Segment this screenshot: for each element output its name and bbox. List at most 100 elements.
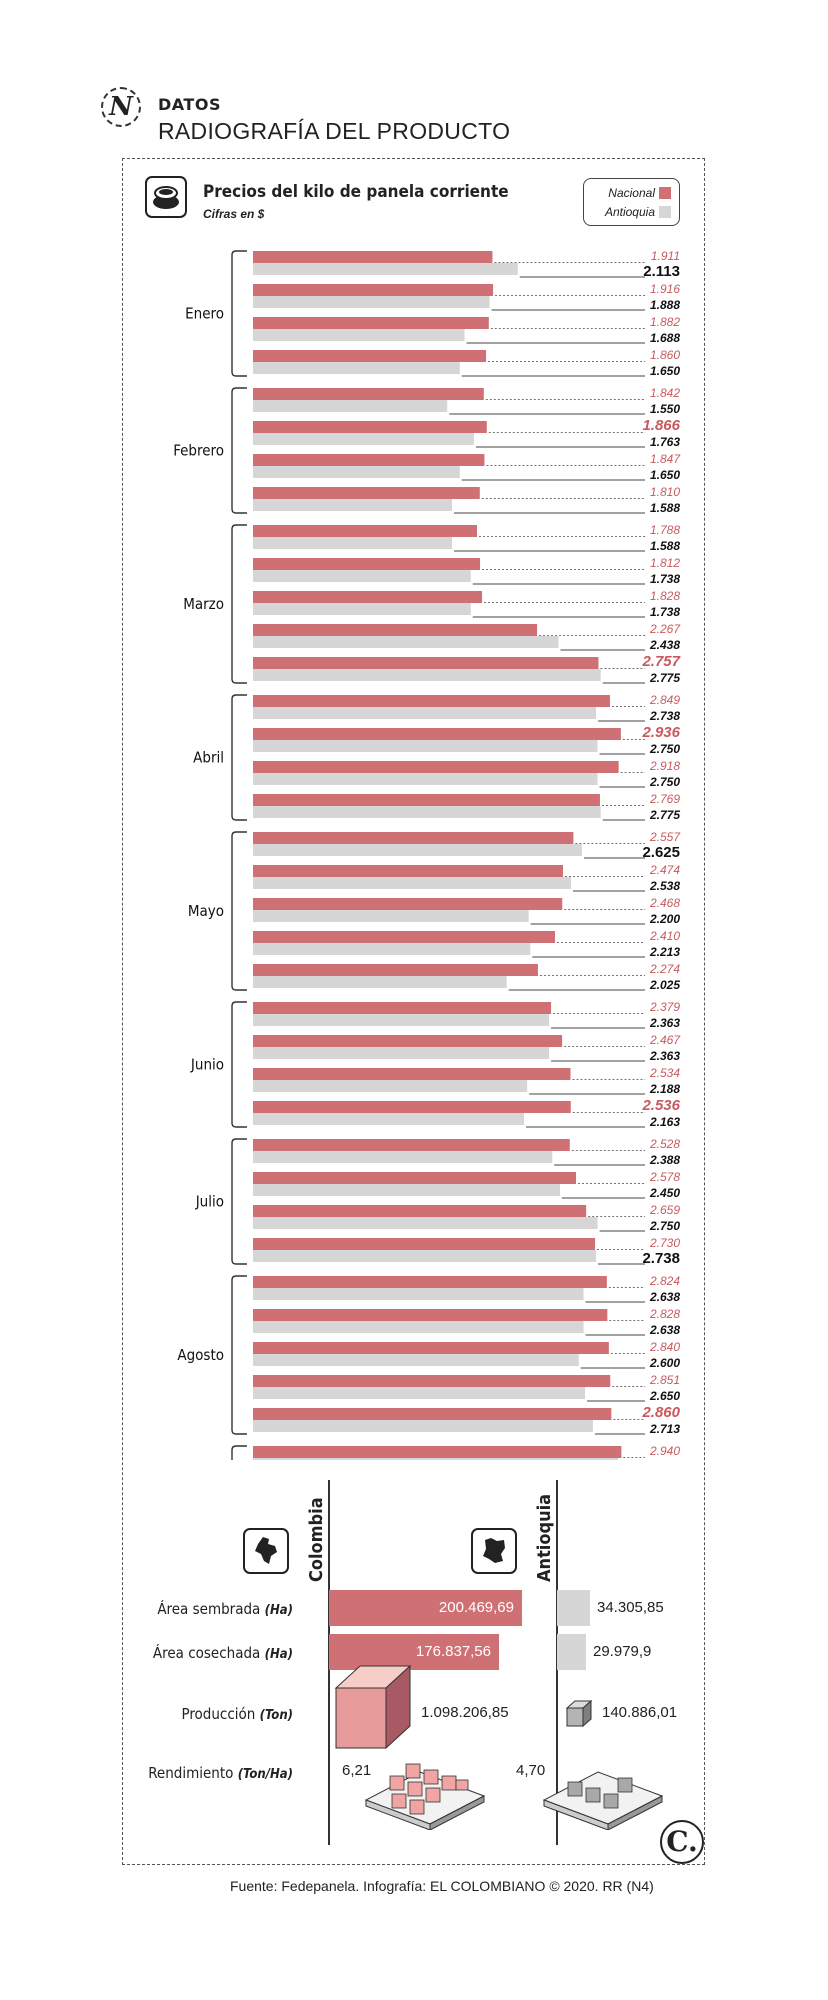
value-label-nacional: 2.267 bbox=[649, 622, 681, 636]
value-label-antioquia: 2.113 bbox=[643, 263, 680, 280]
value-antioquia-area-sembrada: 34.305,85 bbox=[597, 1599, 664, 1616]
value-label-antioquia: 1.650 bbox=[650, 364, 680, 378]
bar-antioquia bbox=[253, 1420, 593, 1432]
value-label-nacional: 2.659 bbox=[649, 1203, 680, 1217]
bar-antioquia bbox=[253, 296, 490, 308]
bar-nacional bbox=[253, 1238, 596, 1250]
value-label-antioquia: 2.775 bbox=[649, 671, 680, 685]
value-label-nacional: 1.860 bbox=[650, 348, 680, 362]
bar-nacional bbox=[253, 657, 599, 669]
divider-colombia bbox=[328, 1480, 330, 1845]
value-label-nacional: 1.916 bbox=[650, 282, 680, 296]
value-label-nacional: 2.769 bbox=[649, 792, 680, 806]
bar-antioquia bbox=[253, 570, 471, 582]
group-label: Marzo bbox=[183, 595, 224, 613]
bar-nacional bbox=[253, 728, 621, 740]
value-label-nacional: 2.851 bbox=[649, 1373, 680, 1387]
stat-label-area-cosechada: Área cosechada (Ha) bbox=[152, 1644, 293, 1662]
value-label-nacional: 2.730 bbox=[649, 1236, 680, 1250]
group-bracket bbox=[231, 1001, 247, 1128]
bar-antioquia bbox=[253, 1113, 525, 1125]
group-label: Febrero bbox=[173, 442, 224, 460]
bar-nacional bbox=[253, 865, 563, 877]
bar-nacional bbox=[253, 350, 487, 362]
value-label-antioquia: 2.750 bbox=[649, 1219, 680, 1233]
value-label-antioquia: 2.438 bbox=[649, 638, 680, 652]
bar-antioquia bbox=[253, 1354, 579, 1366]
bar-antioquia bbox=[253, 740, 598, 752]
bar-antioquia bbox=[253, 943, 531, 955]
value-label-antioquia: 1.550 bbox=[650, 402, 680, 416]
region-label-antioquia: Antioquia bbox=[534, 1493, 555, 1582]
bar-nacional bbox=[253, 421, 487, 433]
value-label-antioquia: 2.638 bbox=[649, 1290, 680, 1304]
bar-nacional bbox=[253, 1276, 607, 1288]
bar-antioquia bbox=[253, 263, 518, 275]
bar-nacional bbox=[253, 931, 555, 943]
legend-label-nacional: Nacional bbox=[608, 186, 655, 200]
stat-label-rendimiento: Rendimiento (Ton/Ha) bbox=[148, 1764, 293, 1782]
bar-nacional bbox=[253, 388, 484, 400]
value-label-antioquia: 1.588 bbox=[650, 539, 680, 553]
value-label-nacional: 1.842 bbox=[650, 386, 680, 400]
value-label-antioquia: 2.213 bbox=[649, 945, 680, 959]
colombia-map-icon bbox=[243, 1528, 289, 1574]
legend-swatch-nacional bbox=[659, 187, 671, 199]
bar-nacional bbox=[253, 1342, 609, 1354]
bar-nacional bbox=[253, 1205, 587, 1217]
value-label-antioquia: 2.738 bbox=[649, 709, 680, 723]
value-label-nacional: 2.840 bbox=[649, 1340, 680, 1354]
value-label-nacional: 2.849 bbox=[649, 693, 680, 707]
group-label: Agosto bbox=[177, 1346, 224, 1364]
value-label-nacional: 2.474 bbox=[649, 863, 680, 877]
value-label-nacional: 2.940 bbox=[649, 1444, 680, 1458]
bar-antioquia bbox=[253, 1217, 598, 1229]
chart-legend: Nacional Antioquia bbox=[583, 178, 680, 226]
value-label-antioquia: 2.538 bbox=[649, 879, 680, 893]
group-bracket bbox=[231, 250, 247, 377]
bar-antioquia bbox=[253, 362, 460, 374]
value-label-antioquia: 2.750 bbox=[649, 742, 680, 756]
value-colombia-rendimiento: 6,21 bbox=[342, 1762, 372, 1779]
bar-antioquia bbox=[253, 877, 572, 889]
value-label-antioquia: 2.200 bbox=[649, 912, 680, 926]
bar-antioquia bbox=[253, 636, 559, 648]
bar-antioquia bbox=[253, 603, 471, 615]
value-label-nacional: 2.824 bbox=[649, 1274, 680, 1288]
value-label-antioquia: 1.738 bbox=[650, 572, 680, 586]
bar-antioquia bbox=[253, 669, 601, 681]
group-bracket bbox=[231, 387, 247, 514]
bar-colombia-area-cosechada: 176.837,56 bbox=[329, 1634, 499, 1670]
value-label-antioquia: 2.738 bbox=[642, 1250, 680, 1267]
bar-antioquia bbox=[253, 707, 597, 719]
el-colombiano-logo: C. bbox=[660, 1820, 704, 1864]
value-label-antioquia: 1.688 bbox=[650, 331, 680, 345]
bar-antioquia bbox=[253, 466, 460, 478]
bar-nacional bbox=[253, 761, 619, 773]
bar-antioquia bbox=[253, 433, 474, 445]
chart-title: Precios del kilo de panela corriente bbox=[203, 182, 509, 202]
legend-label-antioquia: Antioquia bbox=[604, 205, 655, 219]
value-label-antioquia: 1.738 bbox=[650, 605, 680, 619]
value-label-nacional: 2.536 bbox=[641, 1097, 680, 1114]
bar-antioquia bbox=[253, 1151, 553, 1163]
group-bracket bbox=[231, 1445, 247, 1460]
value-label-nacional: 2.379 bbox=[649, 1000, 680, 1014]
value-label-nacional: 1.812 bbox=[650, 556, 680, 570]
bar-antioquia bbox=[253, 1288, 584, 1300]
value-label-antioquia: 2.450 bbox=[649, 1186, 680, 1200]
bar-nacional bbox=[253, 558, 481, 570]
value-label-nacional: 2.274 bbox=[649, 962, 680, 976]
value-label-nacional: 1.911 bbox=[651, 249, 680, 263]
value-label-nacional: 1.866 bbox=[642, 417, 680, 434]
bar-nacional bbox=[253, 1172, 577, 1184]
value-label-antioquia: 2.363 bbox=[649, 1016, 680, 1030]
bar-nacional bbox=[253, 487, 480, 499]
value-label-nacional: 2.557 bbox=[649, 830, 681, 844]
region-label-colombia: Colombia bbox=[306, 1497, 327, 1582]
bar-nacional bbox=[253, 1139, 570, 1151]
value-label-nacional: 2.936 bbox=[641, 724, 680, 741]
group-bracket bbox=[231, 831, 247, 991]
source-credit: Fuente: Fedepanela. Infografía: EL COLOM… bbox=[230, 1878, 654, 1894]
